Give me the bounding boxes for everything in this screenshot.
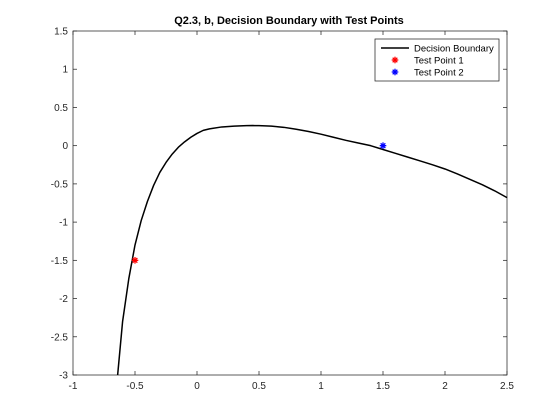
plot-area (72, 30, 508, 376)
y-tick-label: -0.5 (51, 179, 69, 190)
decision-boundary-line (116, 124, 508, 376)
y-tick-label: -1 (59, 218, 68, 229)
y-tick-label: -1.5 (51, 256, 69, 267)
x-tick-label: 0 (194, 381, 200, 392)
asterisk-stroke (132, 257, 138, 264)
x-tick-label: 2.5 (500, 381, 514, 392)
y-tick-label: -2.5 (51, 332, 69, 343)
x-tick-label: -0.5 (126, 381, 144, 392)
x-tick-label: 1.5 (376, 381, 390, 392)
x-tick-label: 1 (318, 381, 324, 392)
y-tick-label: 1 (62, 65, 68, 76)
series-layer (116, 124, 508, 376)
chart-title: Q2.3, b, Decision Boundary with Test Poi… (174, 15, 404, 27)
axis-ticks (72, 30, 508, 376)
y-tick-label: -3 (59, 371, 68, 382)
asterisk-stroke (380, 142, 386, 149)
legend-marker-swatch (391, 68, 399, 76)
test-point-marker (131, 257, 139, 264)
y-tick-label: -2 (59, 294, 68, 305)
x-tick-label: -1 (69, 381, 78, 392)
legend-entry-label: Test Point 2 (414, 67, 464, 78)
y-tick-label: 0 (62, 141, 68, 152)
asterisk-stroke (392, 69, 398, 75)
y-tick-label: 1.5 (54, 27, 68, 38)
test-point-marker (379, 142, 387, 149)
axis-tick-labels: -1 -0.5 0 0.5 1 1.5 2 2.5 -3 -2.5 -2 -1.5 -1 -0.5 0 0.5… (51, 27, 515, 393)
y-tick-label: 0.5 (54, 103, 68, 114)
legend-entry-label: Decision Boundary (414, 43, 494, 54)
x-tick-label: 0.5 (252, 381, 266, 392)
asterisk-stroke (392, 57, 398, 63)
x-tick-label: 2 (442, 381, 448, 392)
legend-entry-label: Test Point 1 (414, 55, 464, 66)
legend-marker-swatch (391, 56, 399, 64)
